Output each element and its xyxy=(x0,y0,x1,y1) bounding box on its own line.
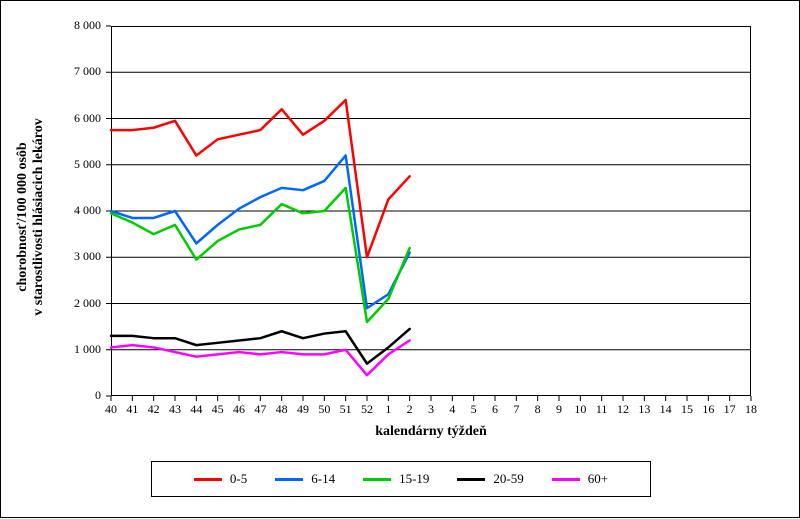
x-tick-label: 44 xyxy=(190,402,202,417)
legend-item: 60+ xyxy=(552,471,608,487)
x-tick-label: 41 xyxy=(126,402,138,417)
legend-item: 15-19 xyxy=(363,471,429,487)
x-tick-label: 43 xyxy=(169,402,181,417)
legend-label: 60+ xyxy=(588,471,608,487)
y-tick-label: 2 000 xyxy=(1,296,101,311)
x-tick-label: 9 xyxy=(556,402,562,417)
x-tick-label: 18 xyxy=(745,402,757,417)
x-tick-label: 45 xyxy=(212,402,224,417)
y-tick-label: 5 000 xyxy=(1,157,101,172)
x-tick-label: 4 xyxy=(449,402,455,417)
x-tick-label: 2 xyxy=(407,402,413,417)
x-tick-label: 46 xyxy=(233,402,245,417)
x-axis-label: kalendárny týždeň xyxy=(111,424,751,440)
x-tick-label: 11 xyxy=(596,402,608,417)
legend-item: 20-59 xyxy=(457,471,523,487)
legend-item: 6-14 xyxy=(275,471,335,487)
x-tick-label: 50 xyxy=(318,402,330,417)
y-tick-label: 8 000 xyxy=(1,18,101,33)
y-tick-label: 6 000 xyxy=(1,111,101,126)
legend-swatch xyxy=(275,478,303,481)
x-tick-label: 51 xyxy=(340,402,352,417)
x-tick-label: 47 xyxy=(254,402,266,417)
x-tick-label: 42 xyxy=(148,402,160,417)
legend: 0-5 6-14 15-19 20-59 60+ xyxy=(151,461,651,497)
legend-label: 6-14 xyxy=(311,471,335,487)
y-tick-label: 4 000 xyxy=(1,203,101,218)
x-tick-label: 14 xyxy=(660,402,672,417)
y-tick-label: 1 000 xyxy=(1,342,101,357)
x-tick-label: 5 xyxy=(471,402,477,417)
x-tick-label: 13 xyxy=(638,402,650,417)
x-tick-label: 17 xyxy=(724,402,736,417)
x-tick-label: 15 xyxy=(681,402,693,417)
x-tick-label: 1 xyxy=(385,402,391,417)
chart-svg xyxy=(1,1,800,519)
x-tick-label: 3 xyxy=(428,402,434,417)
y-tick-label: 7 000 xyxy=(1,64,101,79)
legend-label: 20-59 xyxy=(493,471,523,487)
legend-swatch xyxy=(363,478,391,481)
x-tick-label: 52 xyxy=(361,402,373,417)
x-tick-label: 16 xyxy=(702,402,714,417)
legend-swatch xyxy=(457,478,485,481)
legend-label: 0-5 xyxy=(230,471,247,487)
x-tick-label: 12 xyxy=(617,402,629,417)
x-tick-label: 48 xyxy=(276,402,288,417)
x-tick-label: 40 xyxy=(105,402,117,417)
legend-item: 0-5 xyxy=(194,471,247,487)
chart-container: chorobnosť/100 000 osôbv starostlivosti … xyxy=(0,0,800,518)
x-tick-label: 8 xyxy=(535,402,541,417)
legend-swatch xyxy=(552,478,580,481)
y-tick-label: 3 000 xyxy=(1,249,101,264)
legend-swatch xyxy=(194,478,222,481)
y-tick-label: 0 xyxy=(1,388,101,403)
x-tick-label: 6 xyxy=(492,402,498,417)
x-tick-label: 49 xyxy=(297,402,309,417)
x-tick-label: 10 xyxy=(574,402,586,417)
x-tick-label: 7 xyxy=(513,402,519,417)
legend-label: 15-19 xyxy=(399,471,429,487)
